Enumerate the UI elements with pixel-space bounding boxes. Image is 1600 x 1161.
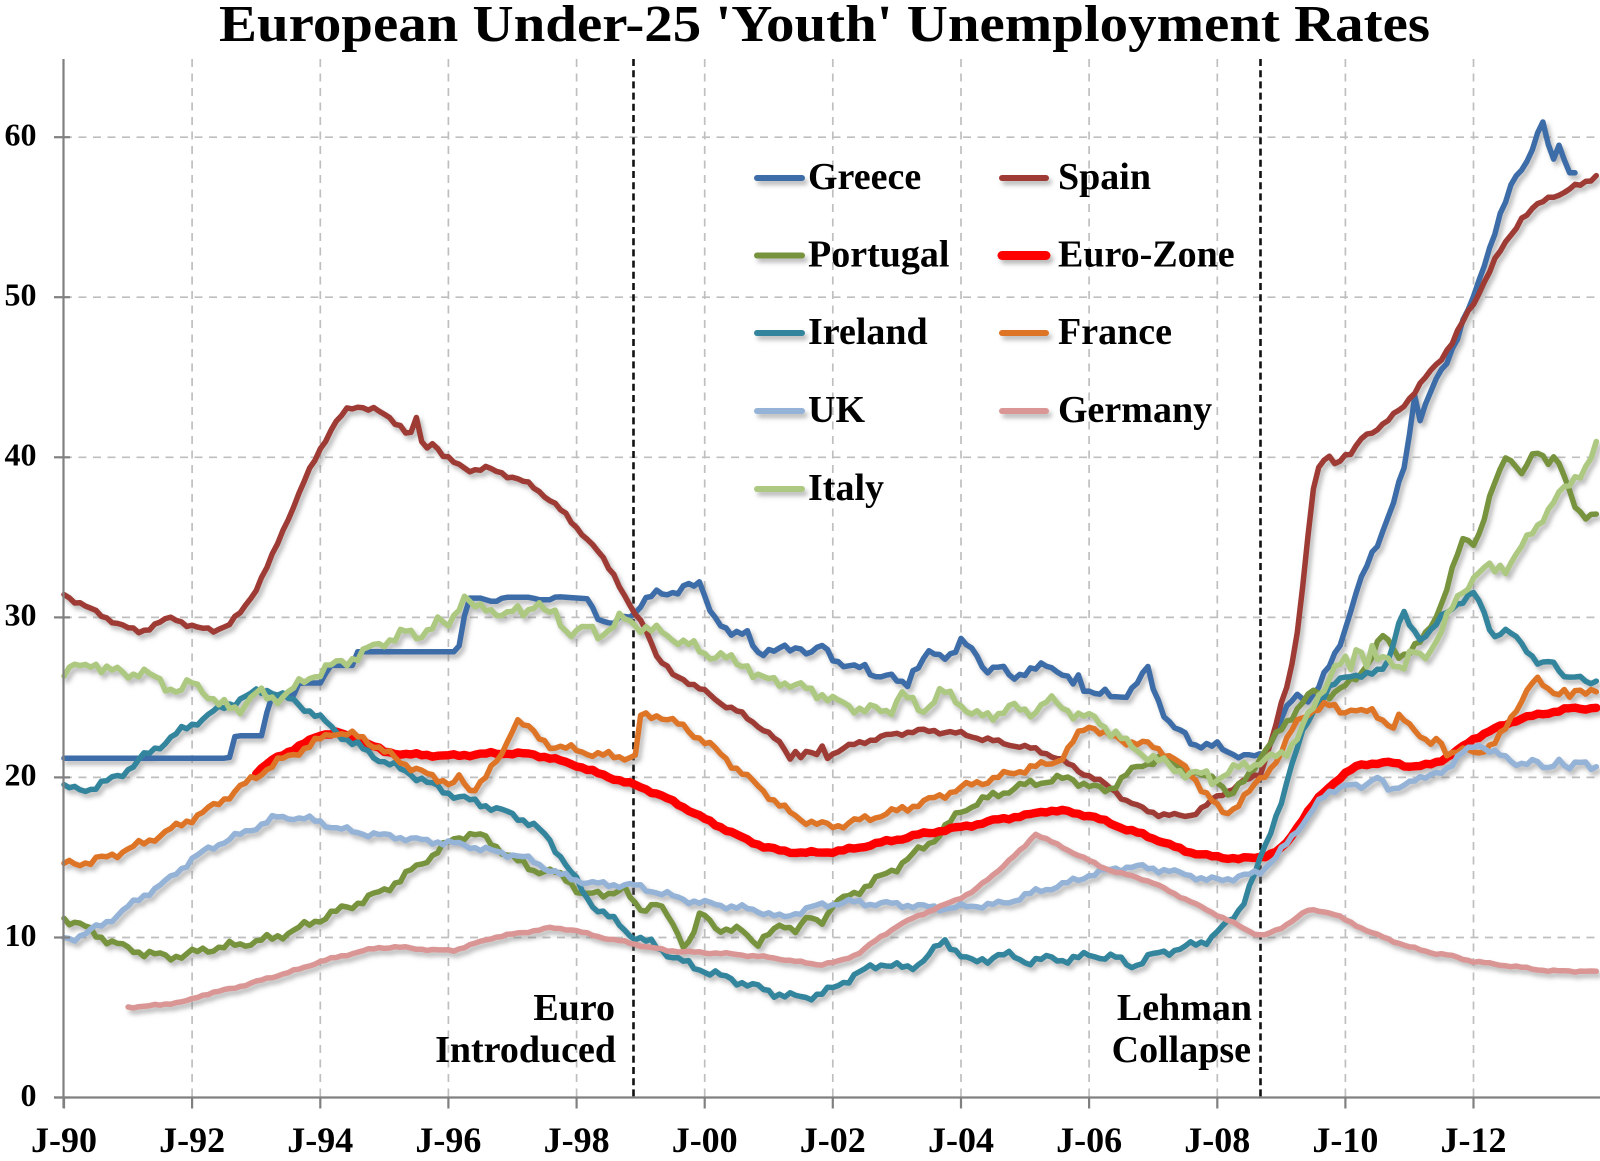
svg-text:France: France	[1058, 311, 1172, 353]
svg-text:Italy: Italy	[808, 467, 884, 509]
svg-text:UK: UK	[808, 389, 865, 431]
svg-text:Collapse: Collapse	[1112, 1029, 1251, 1071]
svg-text:30: 30	[5, 597, 37, 633]
svg-text:Lehman: Lehman	[1117, 987, 1252, 1029]
svg-text:60: 60	[5, 117, 37, 153]
svg-text:J-04: J-04	[928, 1120, 994, 1160]
svg-text:Ireland: Ireland	[808, 311, 928, 353]
svg-text:J-12: J-12	[1441, 1120, 1507, 1160]
svg-text:J-08: J-08	[1184, 1120, 1250, 1160]
svg-text:Euro-Zone: Euro-Zone	[1058, 234, 1235, 276]
svg-text:0: 0	[21, 1077, 37, 1113]
svg-text:J-10: J-10	[1312, 1120, 1378, 1160]
svg-text:J-94: J-94	[287, 1120, 353, 1160]
svg-text:Germany: Germany	[1058, 389, 1212, 431]
svg-text:J-96: J-96	[415, 1120, 481, 1160]
svg-text:J-98: J-98	[544, 1120, 610, 1160]
svg-text:10: 10	[5, 917, 37, 953]
svg-text:Introduced: Introduced	[435, 1029, 616, 1071]
svg-text:50: 50	[5, 277, 37, 313]
svg-text:Portugal: Portugal	[808, 234, 949, 276]
svg-text:J-92: J-92	[159, 1120, 225, 1160]
svg-text:J-00: J-00	[672, 1120, 738, 1160]
svg-text:J-06: J-06	[1056, 1120, 1122, 1160]
svg-text:40: 40	[5, 437, 37, 473]
svg-text:J-02: J-02	[800, 1120, 866, 1160]
svg-text:Greece: Greece	[808, 156, 921, 198]
svg-text:20: 20	[5, 757, 37, 793]
svg-text:J-90: J-90	[31, 1120, 97, 1160]
svg-text:European Under-25 'Youth' Unem: European Under-25 'Youth' Unemployment R…	[219, 0, 1430, 53]
svg-text:Euro: Euro	[533, 987, 615, 1029]
svg-text:Spain: Spain	[1058, 156, 1151, 198]
